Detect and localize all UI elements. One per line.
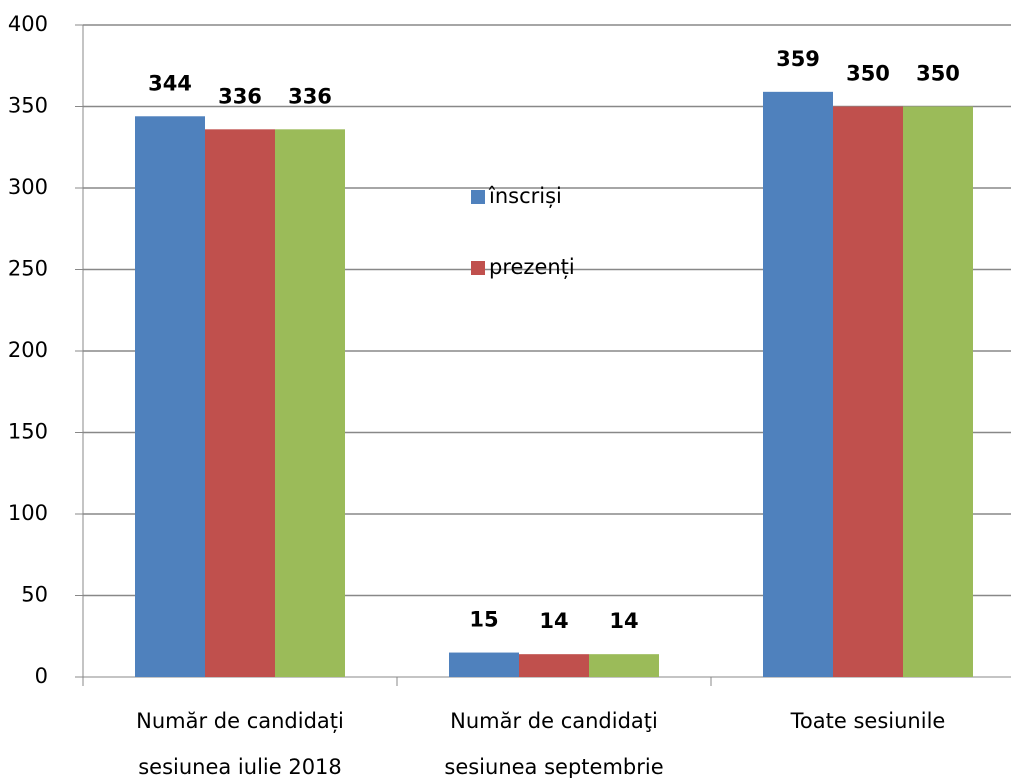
bar bbox=[763, 91, 833, 677]
value-label: 359 bbox=[776, 47, 820, 71]
y-tick-label: 0 bbox=[35, 664, 48, 688]
y-tick-label: 300 bbox=[8, 175, 48, 199]
bar bbox=[449, 652, 519, 677]
value-label: 350 bbox=[916, 62, 960, 86]
bar bbox=[519, 654, 589, 677]
y-tick-label: 100 bbox=[8, 501, 48, 525]
x-tick-label: Număr de candidaţi bbox=[450, 709, 658, 733]
value-label: 350 bbox=[846, 62, 890, 86]
y-tick-label: 50 bbox=[21, 583, 48, 607]
bar bbox=[205, 129, 275, 677]
value-label: 344 bbox=[148, 71, 192, 95]
bar bbox=[833, 106, 903, 677]
y-tick-label: 400 bbox=[8, 12, 48, 36]
y-tick-label: 250 bbox=[8, 257, 48, 281]
bar bbox=[135, 116, 205, 677]
value-label: 14 bbox=[539, 609, 568, 633]
legend-label: prezenți bbox=[489, 255, 575, 279]
bar bbox=[903, 106, 973, 677]
bar bbox=[589, 654, 659, 677]
value-label: 15 bbox=[469, 608, 498, 632]
y-tick-label: 350 bbox=[8, 94, 48, 118]
value-label: 336 bbox=[288, 84, 332, 108]
y-tick-label: 200 bbox=[8, 338, 48, 362]
x-tick-label: Număr de candidați bbox=[136, 709, 344, 733]
value-label: 14 bbox=[609, 609, 638, 633]
x-tick-label: sesiunea septembrie bbox=[444, 755, 663, 778]
legend-label: înscriși bbox=[488, 184, 562, 208]
legend-swatch bbox=[471, 190, 485, 204]
bar bbox=[275, 129, 345, 677]
x-tick-label: Toate sesiunile bbox=[790, 709, 946, 733]
x-tick-label: sesiunea iulie 2018 bbox=[138, 755, 342, 778]
legend-swatch bbox=[471, 261, 485, 275]
value-label: 336 bbox=[218, 84, 262, 108]
y-tick-label: 150 bbox=[8, 420, 48, 444]
